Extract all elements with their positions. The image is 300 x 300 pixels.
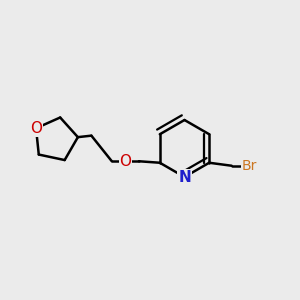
Text: O: O: [30, 121, 42, 136]
Text: N: N: [178, 169, 191, 184]
Text: O: O: [119, 154, 131, 169]
Text: Br: Br: [242, 159, 257, 173]
